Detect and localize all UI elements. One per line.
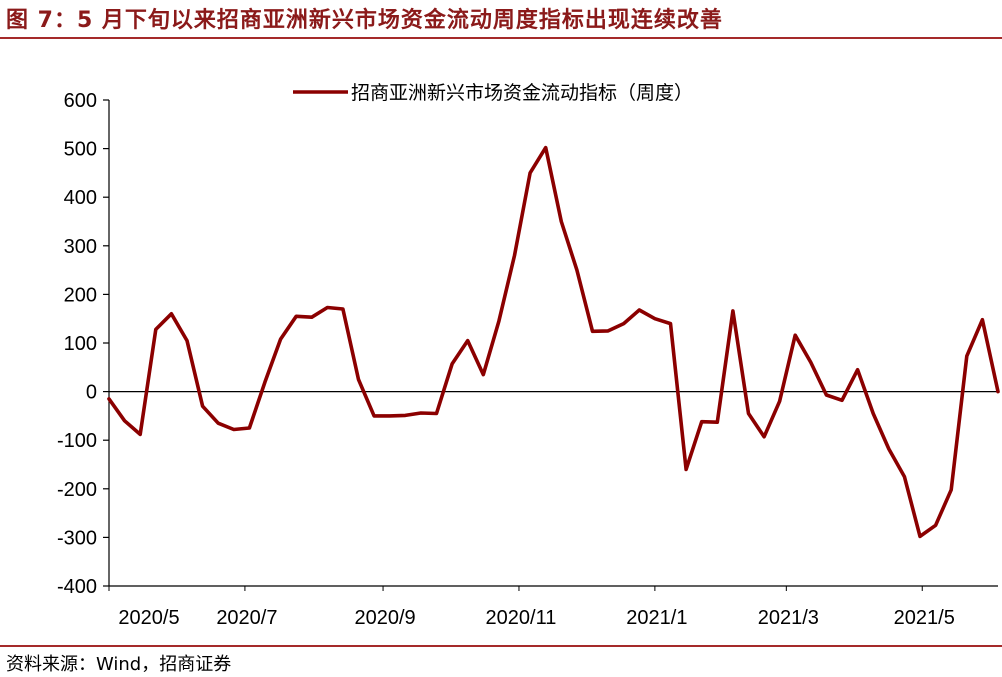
data-point	[544, 146, 547, 149]
data-point	[497, 320, 500, 323]
y-tick-label: -400	[57, 576, 97, 598]
data-point	[747, 412, 750, 415]
data-point	[825, 394, 828, 397]
x-tick-label: 2021/5	[894, 607, 955, 629]
data-point	[357, 378, 360, 381]
data-point	[934, 524, 937, 527]
data-point	[419, 412, 422, 415]
data-point	[607, 329, 610, 332]
data-point	[123, 419, 126, 422]
x-tick-label: 2020/5	[118, 607, 179, 629]
data-point	[482, 373, 485, 376]
data-point	[591, 330, 594, 333]
data-point	[217, 422, 220, 425]
data-point	[139, 433, 142, 436]
data-point	[560, 220, 563, 223]
series-line	[107, 145, 1000, 539]
data-point	[295, 315, 298, 318]
y-tick-label: -200	[57, 479, 97, 501]
data-point	[841, 399, 844, 402]
data-point	[809, 361, 812, 364]
source-note: 资料来源：Wind，招商证券	[6, 654, 232, 675]
data-point	[856, 368, 859, 371]
data-point	[186, 339, 189, 342]
y-tick-label: 500	[64, 139, 97, 161]
x-tick-label: 2020/9	[354, 607, 415, 629]
data-point	[451, 362, 454, 365]
data-point	[232, 428, 235, 431]
data-point	[170, 312, 173, 315]
data-point	[279, 338, 282, 341]
data-point	[529, 171, 532, 174]
x-tick-label: 2020/11	[486, 607, 557, 629]
plot-area	[107, 145, 1000, 539]
data-point	[700, 420, 703, 423]
data-point	[108, 397, 111, 400]
source-rule	[0, 645, 1002, 647]
y-tick-label: 400	[64, 187, 97, 209]
y-tick-label: 200	[64, 284, 97, 306]
data-point	[622, 322, 625, 325]
title-rule	[0, 37, 1002, 39]
x-tick-label: 2021/1	[626, 607, 687, 629]
data-point	[794, 334, 797, 337]
data-point	[154, 328, 157, 331]
fund-flow-line-chart: 600 500 400 300 200 100 0 -100 -200 -300 -400 2020…	[57, 82, 1000, 629]
x-tick-label: 2021/3	[758, 607, 819, 629]
data-point	[341, 308, 344, 311]
y-tick-label: 600	[64, 90, 97, 112]
data-point	[513, 254, 516, 257]
data-point	[326, 306, 329, 309]
figure-title: 图 7：5 月下旬以来招商亚洲新兴市场资金流动周度指标出现连续改善	[6, 8, 723, 33]
data-point	[638, 309, 641, 312]
y-tick-label: 0	[86, 382, 97, 404]
y-tick-label: 300	[64, 236, 97, 258]
data-point	[201, 405, 204, 408]
data-point	[669, 322, 672, 325]
data-point	[731, 309, 734, 312]
data-point	[466, 339, 469, 342]
data-point	[388, 414, 391, 417]
data-point	[373, 414, 376, 417]
data-point	[264, 380, 267, 383]
y-tick-label: -300	[57, 527, 97, 549]
data-point	[404, 414, 407, 417]
data-point	[685, 468, 688, 471]
data-point	[950, 488, 953, 491]
y-tick-label: 100	[64, 333, 97, 355]
y-axis: 600 500 400 300 200 100 0 -100 -200 -300 -400	[57, 90, 110, 598]
data-point	[887, 447, 890, 450]
data-point	[778, 400, 781, 403]
data-point	[248, 427, 251, 430]
data-point	[997, 390, 1000, 393]
data-point	[763, 435, 766, 438]
data-point	[575, 269, 578, 272]
data-point	[981, 318, 984, 321]
data-point	[919, 535, 922, 538]
data-point	[653, 317, 656, 320]
x-axis: 2020/5 2020/7 2020/9 2020/11 2021/1 2021/3 202…	[108, 391, 998, 629]
data-point	[965, 355, 968, 358]
data-point	[435, 412, 438, 415]
legend: 招商亚洲新兴市场资金流动指标（周度）	[293, 82, 693, 104]
data-point	[872, 412, 875, 415]
y-tick-label: -100	[57, 430, 97, 452]
data-point	[716, 421, 719, 424]
data-point	[310, 316, 313, 319]
legend-label: 招商亚洲新兴市场资金流动指标（周度）	[351, 82, 693, 104]
data-point	[903, 475, 906, 478]
x-tick-label: 2020/7	[216, 607, 277, 629]
